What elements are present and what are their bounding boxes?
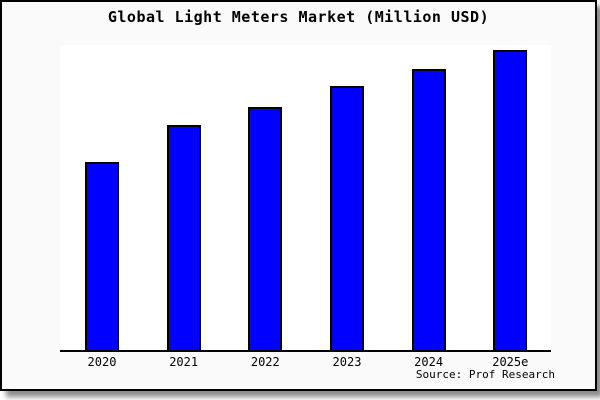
bar-2021	[166, 125, 201, 350]
chart-frame: Global Light Meters Market (Million USD)…	[0, 0, 597, 391]
x-tick-label-2023: 2023	[332, 355, 362, 369]
x-tick-label-2022: 2022	[250, 355, 280, 369]
bar-2025e	[493, 50, 528, 350]
x-tick-label-2025e: 2025e	[492, 355, 529, 369]
bar-2020	[85, 162, 119, 350]
bar-2023	[329, 86, 364, 350]
bar-2024	[411, 69, 446, 350]
x-tick-label-2021: 2021	[169, 355, 199, 369]
source-note: Source: Prof Research	[415, 368, 555, 381]
x-tick-label-2024: 2024	[414, 355, 444, 369]
plot-area	[60, 45, 551, 352]
bar-2022	[248, 107, 283, 350]
x-tick-label-2020: 2020	[87, 355, 117, 369]
x-axis-labels: 2020 2021 2022 2023 2024 2025e	[60, 355, 551, 371]
chart-title: Global Light Meters Market (Million USD)	[107, 8, 490, 26]
